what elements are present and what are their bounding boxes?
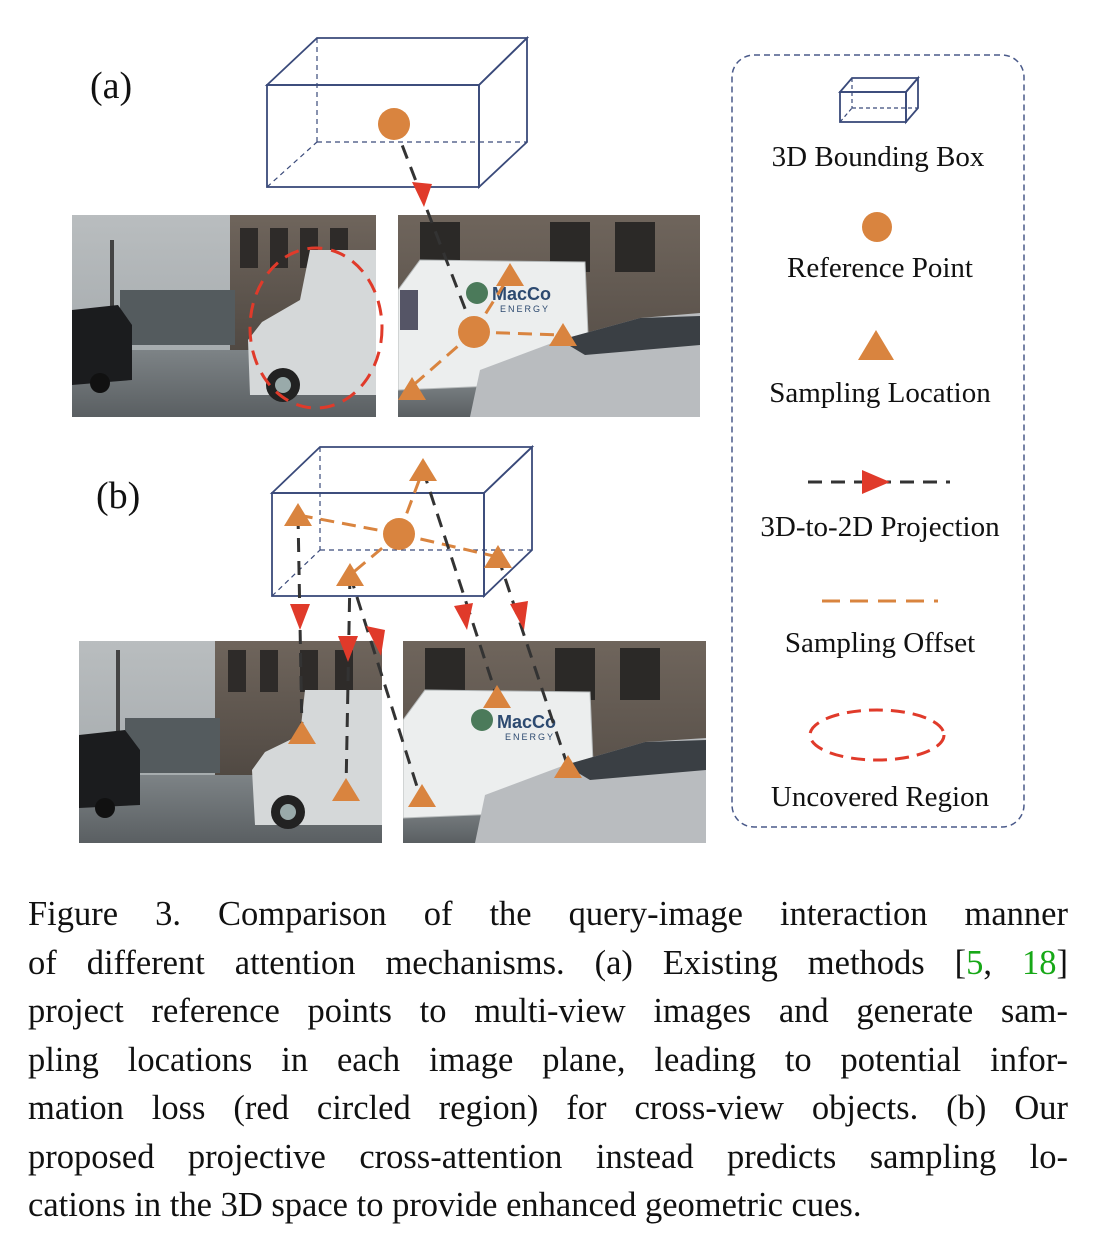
caption-line-2: of different attention mechanisms. (a) E…	[28, 939, 1068, 988]
cite-sep: ,	[983, 943, 1023, 982]
reference-point-a-projected	[458, 316, 490, 348]
projection-arrow-a	[392, 123, 476, 333]
legend-label-offset: Sampling Offset	[785, 627, 975, 659]
legend-label-uncovered: Uncovered Region	[771, 781, 990, 813]
camera-image-b-right: MacCo ENERGY	[403, 641, 706, 843]
truck-logo-sub: ENERGY	[500, 304, 550, 314]
citation-18[interactable]: 18	[1022, 943, 1057, 982]
bounding-box-a	[264, 35, 530, 190]
caption-line-5: mation loss (red circled region) for cro…	[28, 1089, 1068, 1127]
circle-icon	[862, 212, 892, 242]
caption-line-1: Figure 3. Comparison of the query-image …	[28, 895, 1068, 933]
sampling-location-a2	[549, 323, 577, 346]
box-icon	[838, 75, 920, 125]
camera-image-a-right: MacCo ENERGY	[398, 215, 700, 417]
figure-caption: Figure 3. Comparison of the query-image …	[28, 890, 1068, 1230]
bounding-box-b	[269, 444, 535, 599]
panel-b-label: (b)	[96, 475, 140, 517]
panel-a-label: (a)	[90, 65, 132, 107]
projection-arrowheads-b	[290, 601, 528, 662]
camera-image-b-left	[79, 641, 382, 843]
caption-line-6: proposed projective cross-attention inst…	[28, 1137, 1068, 1176]
cite-close: ]	[1056, 943, 1069, 982]
sampling-location-a3	[398, 377, 426, 400]
sampling-location-a1	[496, 263, 524, 286]
legend-label-bbox: 3D Bounding Box	[772, 141, 985, 173]
projection-arrows-b	[296, 469, 570, 797]
legend: 3D Bounding Box Reference Point Sampling…	[731, 54, 1025, 828]
reference-point-b	[383, 518, 415, 550]
caption-line-3: project reference points to multi-view i…	[28, 992, 1068, 1030]
caption-line-4: pling locations in each image plane, lea…	[28, 1040, 1068, 1079]
dashed-arrow-icon	[808, 470, 950, 494]
truck-logo-sub-b: ENERGY	[505, 732, 555, 742]
truck-logo-b: MacCo	[497, 712, 556, 732]
reference-point-a	[378, 108, 410, 140]
camera-image-a-left	[72, 215, 376, 417]
sampling-locations-b	[284, 458, 582, 807]
uncovered-region-ellipse	[248, 246, 384, 410]
legend-label-ref: Reference Point	[787, 252, 973, 284]
figure-3: (a) MacCo ENERGY	[72, 35, 1025, 843]
triangle-icon	[858, 330, 894, 360]
legend-label-sampling: Sampling Location	[769, 377, 991, 409]
caption-line-2-text: of different attention mechanisms. (a) E…	[28, 943, 967, 982]
red-ellipse-icon	[808, 708, 946, 762]
truck-logo: MacCo	[492, 284, 551, 304]
citation-5[interactable]: 5	[966, 943, 984, 982]
caption-line-7: cations in the 3D space to provide enhan…	[28, 1186, 862, 1224]
legend-label-projection: 3D-to-2D Projection	[760, 511, 1000, 543]
